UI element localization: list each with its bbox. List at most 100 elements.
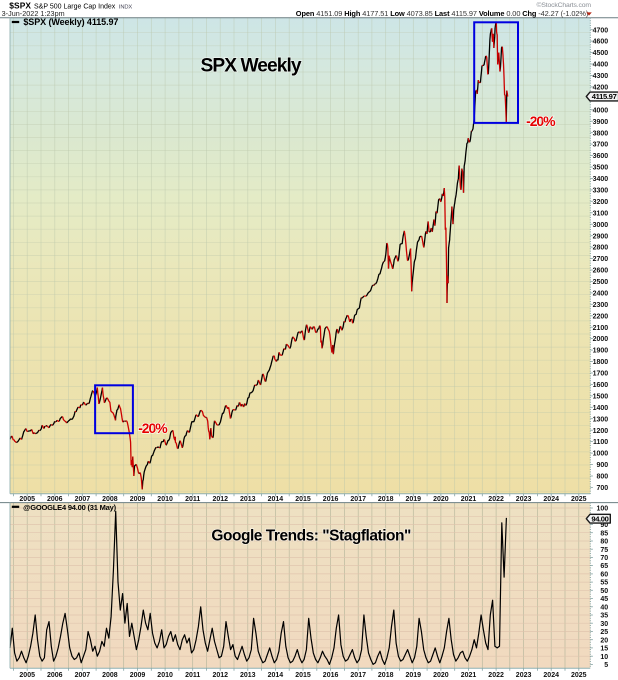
svg-text:3800: 3800 (593, 130, 609, 137)
svg-text:2000: 2000 (593, 336, 609, 343)
svg-text:80: 80 (600, 539, 608, 546)
svg-text:25: 25 (600, 629, 608, 636)
svg-text:2007: 2007 (75, 672, 91, 679)
svg-text:2007: 2007 (75, 496, 91, 503)
svg-text:2200: 2200 (593, 313, 609, 320)
svg-text:2009: 2009 (130, 496, 146, 503)
svg-text:4300: 4300 (593, 73, 609, 80)
svg-text:90: 90 (600, 522, 608, 529)
svg-text:2800: 2800 (593, 245, 609, 252)
svg-text:-20%: -20% (138, 420, 168, 436)
svg-text:2023: 2023 (516, 672, 532, 679)
svg-text:$SPX: $SPX (9, 0, 31, 10)
svg-text:900: 900 (597, 462, 609, 469)
svg-text:4400: 4400 (593, 62, 609, 69)
svg-text:1900: 1900 (593, 348, 609, 355)
svg-text:2010: 2010 (157, 496, 173, 503)
svg-text:1200: 1200 (593, 428, 609, 435)
svg-text:3300: 3300 (593, 188, 609, 195)
svg-text:SPX Weekly: SPX Weekly (201, 56, 302, 77)
svg-text:Open 4151.09 High 4177.51 Low: Open 4151.09 High 4177.51 Low 4073.85 La… (296, 9, 589, 18)
svg-text:2600: 2600 (593, 268, 609, 275)
svg-text:4000: 4000 (593, 107, 609, 114)
svg-text:1500: 1500 (593, 394, 609, 401)
svg-text:1700: 1700 (593, 371, 609, 378)
svg-text:55: 55 (600, 580, 608, 587)
svg-text:2008: 2008 (102, 672, 118, 679)
svg-text:3500: 3500 (593, 165, 609, 172)
svg-text:1000: 1000 (593, 451, 609, 458)
svg-text:2019: 2019 (406, 672, 422, 679)
svg-text:20: 20 (600, 637, 608, 644)
svg-text:3700: 3700 (593, 142, 609, 149)
svg-text:2023: 2023 (516, 496, 532, 503)
svg-text:60: 60 (600, 572, 608, 579)
svg-text:3900: 3900 (593, 119, 609, 126)
svg-text:2016: 2016 (323, 496, 339, 503)
svg-text:@GOOGLE4 94.00 (31 May): @GOOGLE4 94.00 (31 May) (23, 503, 117, 512)
svg-text:2006: 2006 (47, 496, 63, 503)
svg-text:2015: 2015 (295, 672, 311, 679)
svg-text:2005: 2005 (19, 672, 35, 679)
svg-text:$SPX (Weekly) 4115.97: $SPX (Weekly) 4115.97 (23, 17, 118, 27)
svg-text:2013: 2013 (240, 496, 256, 503)
svg-text:©StockCharts.com: ©StockCharts.com (537, 1, 592, 9)
svg-text:70: 70 (600, 555, 608, 562)
svg-text:2011: 2011 (185, 496, 200, 503)
svg-text:5: 5 (604, 662, 608, 669)
svg-text:30: 30 (600, 621, 608, 628)
svg-text:1600: 1600 (593, 382, 609, 389)
svg-text:2017: 2017 (350, 672, 366, 679)
svg-text:2100: 2100 (593, 325, 609, 332)
svg-text:1100: 1100 (593, 439, 608, 446)
svg-text:75: 75 (600, 547, 608, 554)
svg-text:2018: 2018 (378, 496, 394, 503)
svg-text:2300: 2300 (593, 302, 609, 309)
svg-text:3000: 3000 (593, 222, 609, 229)
svg-text:40: 40 (600, 604, 608, 611)
svg-text:2025: 2025 (571, 496, 587, 503)
svg-text:4200: 4200 (593, 85, 609, 92)
svg-text:2900: 2900 (593, 233, 609, 240)
svg-text:2020: 2020 (433, 496, 449, 503)
svg-text:2700: 2700 (593, 256, 609, 263)
svg-text:2006: 2006 (47, 672, 63, 679)
svg-text:2017: 2017 (350, 496, 366, 503)
svg-text:3100: 3100 (593, 210, 609, 217)
svg-text:2500: 2500 (593, 279, 609, 286)
svg-text:1800: 1800 (593, 359, 609, 366)
svg-text:50: 50 (600, 588, 608, 595)
svg-text:4700: 4700 (593, 27, 609, 34)
svg-text:2022: 2022 (488, 672, 504, 679)
svg-text:2009: 2009 (130, 672, 146, 679)
svg-text:94.00: 94.00 (591, 514, 609, 523)
svg-text:2012: 2012 (213, 496, 229, 503)
svg-text:1300: 1300 (593, 416, 609, 423)
svg-text:15: 15 (600, 646, 608, 653)
svg-text:3200: 3200 (593, 199, 609, 206)
svg-text:100: 100 (597, 506, 609, 513)
svg-text:3600: 3600 (593, 153, 609, 160)
svg-text:2018: 2018 (378, 672, 394, 679)
svg-text:2022: 2022 (488, 496, 504, 503)
svg-text:3-Jun-2022 1:23pm: 3-Jun-2022 1:23pm (2, 9, 65, 18)
svg-text:2013: 2013 (240, 672, 256, 679)
svg-text:4500: 4500 (593, 50, 609, 57)
svg-text:4600: 4600 (593, 39, 609, 46)
svg-text:1400: 1400 (593, 405, 609, 412)
svg-text:2008: 2008 (102, 496, 118, 503)
svg-text:2019: 2019 (406, 496, 422, 503)
svg-text:2016: 2016 (323, 672, 339, 679)
svg-text:2010: 2010 (157, 672, 173, 679)
svg-text:2014: 2014 (268, 672, 284, 679)
svg-text:2400: 2400 (593, 291, 609, 298)
svg-text:2020: 2020 (433, 672, 449, 679)
svg-text:2021: 2021 (461, 496, 477, 503)
svg-text:2024: 2024 (543, 496, 559, 503)
svg-text:2015: 2015 (295, 496, 311, 503)
svg-text:35: 35 (600, 613, 608, 620)
svg-text:800: 800 (597, 474, 609, 481)
svg-text:-20%: -20% (526, 113, 556, 129)
svg-text:2025: 2025 (571, 672, 587, 679)
svg-text:45: 45 (600, 596, 608, 603)
